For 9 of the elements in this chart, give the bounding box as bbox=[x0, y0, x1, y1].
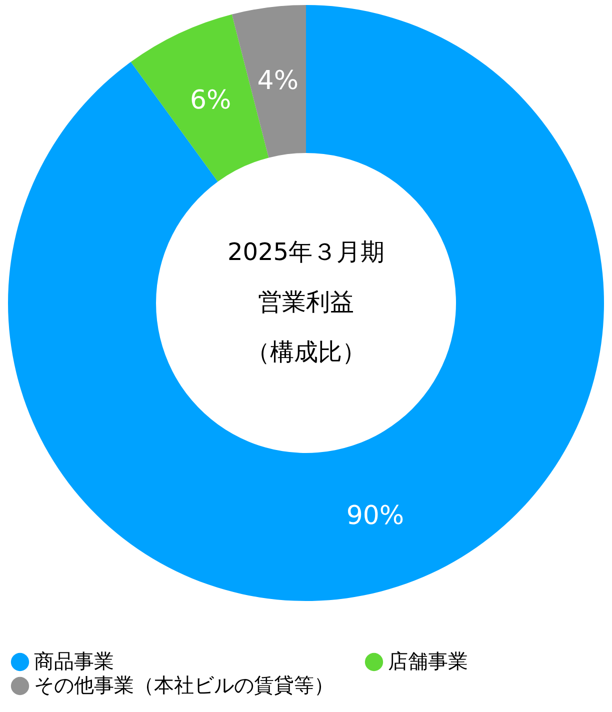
legend-label: 商品事業 bbox=[34, 649, 114, 673]
text: 営業利益 bbox=[258, 288, 354, 316]
legend-label: 店舗事業 bbox=[388, 649, 468, 673]
legend-label: その他事業（本社ビルの賃貸等） bbox=[34, 673, 334, 697]
text: 2025年３月期 bbox=[227, 238, 385, 266]
data-label: 4% bbox=[257, 66, 299, 96]
data-label: 90% bbox=[346, 501, 404, 532]
text: （構成比） bbox=[246, 338, 366, 366]
data-label: 6% bbox=[190, 85, 232, 116]
